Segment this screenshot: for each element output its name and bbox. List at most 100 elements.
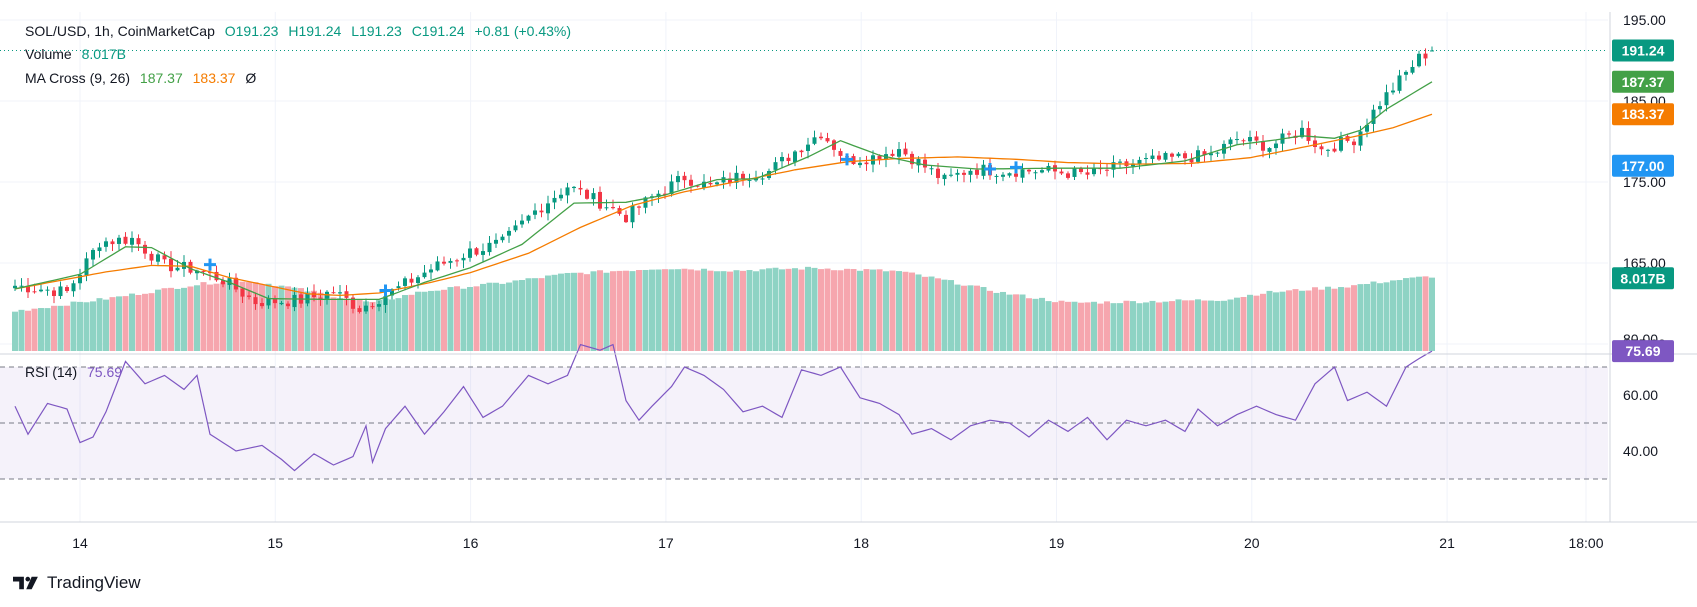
volume-bar [974, 285, 980, 351]
candle-body [58, 286, 63, 297]
candle-body [1105, 169, 1109, 171]
volume-bar [1292, 289, 1299, 351]
tradingview-brand[interactable]: TradingView [13, 573, 141, 593]
candle-body [598, 191, 602, 209]
ma-lines [0, 49, 1608, 301]
volume-bar [376, 299, 382, 351]
volume-bar [551, 274, 558, 351]
volume-bar [584, 274, 590, 351]
legend-volume[interactable]: Volume 8.017B [25, 46, 132, 62]
volume-bar [876, 269, 883, 351]
candle-body [981, 164, 986, 176]
volume-bar [337, 298, 343, 351]
cross-badge: 177.00 [1622, 158, 1665, 174]
candle-body [1072, 168, 1077, 177]
ma-cross-markers [204, 153, 1022, 297]
volume-bar [51, 305, 57, 351]
candle-body [1371, 109, 1376, 124]
candle-body [461, 257, 466, 261]
legend-rsi-label: RSI (14) [25, 364, 78, 380]
volume-bar [909, 272, 915, 351]
volume-bar [597, 270, 603, 351]
volume-bar [454, 286, 460, 351]
candle-body [1027, 169, 1031, 172]
candle-body [396, 286, 401, 289]
volume-bar [896, 271, 902, 351]
candles [13, 46, 1434, 314]
volume-bar [1175, 299, 1182, 351]
volume-bar [987, 290, 993, 351]
candle-body [110, 241, 115, 245]
volume-bar [1104, 301, 1110, 351]
legend-symbol[interactable]: SOL/USD, 1h, CoinMarketCap [25, 23, 215, 39]
candle-body [715, 182, 719, 185]
volume-bar [1130, 301, 1136, 351]
candle-body [403, 278, 407, 286]
chart[interactable]: 195.00185.00175.00165.00155.0080.0060.00… [0, 0, 1697, 560]
legend-volume-value: 8.017B [81, 46, 126, 62]
volume-bar [96, 298, 103, 351]
volume-bar [83, 302, 90, 351]
volume-bar [311, 290, 317, 351]
time-tick-label: 19 [1049, 535, 1065, 551]
candle-body [689, 179, 693, 186]
candle-body [416, 277, 420, 284]
volume-bar [44, 308, 51, 351]
candle-body [1391, 90, 1395, 93]
candle-body [630, 205, 635, 223]
volume-bar [57, 305, 64, 351]
volume-bar [369, 301, 376, 351]
volume-bar [1052, 302, 1058, 351]
volume-bar [1188, 300, 1195, 351]
candle-body [487, 242, 492, 253]
candle-body [1111, 162, 1116, 170]
brand-name: TradingView [47, 573, 141, 592]
volume-bar [512, 280, 519, 351]
volume-bar [1071, 301, 1078, 351]
volume-bar [467, 287, 473, 351]
volume-bar [480, 283, 486, 351]
volume-bar [1318, 289, 1325, 351]
volume-bar [402, 295, 408, 351]
volume-bar [766, 268, 772, 351]
legend-ma-extra: Ø [245, 70, 257, 86]
volume-bar [772, 267, 779, 351]
legend-rsi[interactable]: RSI (14) 75.69 [25, 364, 128, 380]
volume-bar [902, 271, 909, 351]
candle-body [143, 244, 147, 254]
candle-body [520, 220, 524, 225]
candle-body [942, 174, 947, 180]
candle-body [97, 247, 102, 252]
volume-bar [707, 270, 714, 351]
candle-body [390, 289, 394, 296]
candle-body [903, 148, 908, 155]
candle-body [1404, 71, 1408, 75]
candle-body [1059, 171, 1064, 174]
volume-bar [1377, 283, 1383, 351]
legend-volume-label: Volume [25, 46, 72, 62]
candle-body [1163, 152, 1168, 160]
ma-cross-marker [1010, 161, 1022, 174]
candle-body [253, 297, 258, 305]
volume-bar [1214, 300, 1221, 351]
volume-bar [187, 286, 194, 351]
time-tick-label: 18 [853, 535, 869, 551]
volume-bar [1143, 302, 1149, 351]
volume-bar [1195, 299, 1201, 351]
candle-body [26, 285, 30, 293]
candle-body [572, 186, 576, 189]
candle-body [565, 187, 570, 196]
candle-body [481, 251, 485, 255]
volume-bar [324, 293, 330, 351]
volume-bar [1110, 303, 1117, 351]
legend-ma-cross[interactable]: MA Cross (9, 26) 187.37 183.37 Ø [25, 70, 262, 86]
volume-bar [239, 281, 246, 351]
volume-bar [844, 268, 850, 351]
rsi-tick-label: 40.00 [1623, 443, 1658, 459]
candle-body [331, 292, 336, 294]
volume-bar [285, 286, 291, 351]
ma26-badge-bg [1612, 103, 1674, 126]
volume-bar [330, 297, 337, 351]
volume-bar [207, 284, 213, 351]
volume-bar [441, 289, 447, 351]
